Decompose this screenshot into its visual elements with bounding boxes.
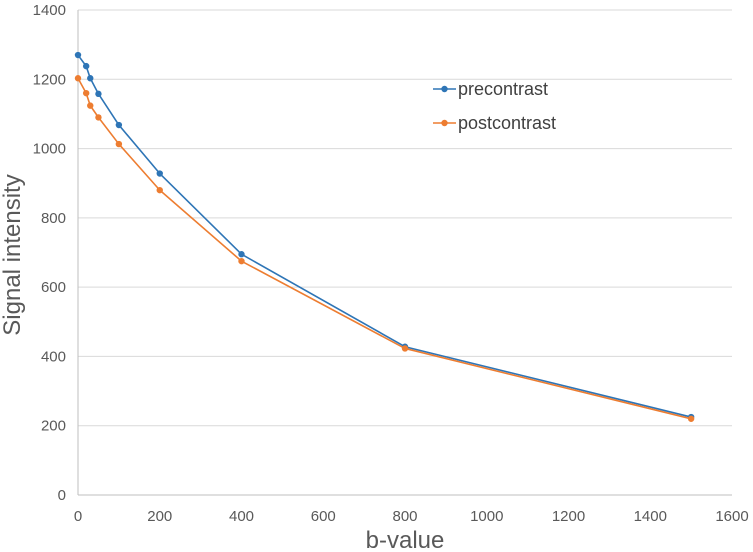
series-group [74, 51, 695, 422]
x-tick-label-0: 0 [74, 508, 82, 525]
y-axis-label: Signal intensity [0, 174, 26, 335]
data-point-precontrast-0 [74, 51, 82, 59]
axes [77, 10, 732, 496]
x-axis-label: b-value [366, 527, 445, 552]
gridlines [78, 9, 732, 427]
x-tick-label-1400: 1400 [634, 508, 667, 525]
data-point-postcontrast-100 [115, 140, 123, 148]
legend-entry-precontrast: precontrast [433, 79, 548, 99]
y-tick-label-1400: 1400 [33, 2, 66, 19]
data-point-postcontrast-30 [87, 102, 94, 109]
data-point-precontrast-30 [87, 75, 94, 82]
data-point-postcontrast-0 [74, 75, 82, 82]
data-point-precontrast-20 [82, 62, 90, 70]
x-tick-label-200: 200 [147, 508, 172, 525]
legend-entry-postcontrast: postcontrast [433, 113, 556, 133]
x-tick-label-1200: 1200 [552, 508, 585, 525]
data-point-postcontrast-800 [401, 345, 409, 352]
legend-label-postcontrast: postcontrast [458, 113, 556, 133]
x-tick-label-400: 400 [229, 508, 254, 525]
y-tick-labels: 0 200 400 600 800 1000 1200 1400 [33, 2, 66, 504]
legend-swatch-marker-precontrast [441, 85, 448, 93]
data-point-postcontrast-1500 [687, 415, 695, 422]
y-tick-label-200: 200 [41, 418, 66, 435]
data-point-postcontrast-200 [156, 186, 163, 194]
y-tick-label-600: 600 [41, 279, 66, 296]
y-tick-label-800: 800 [41, 210, 66, 227]
legend: precontrast postcontrast [433, 79, 556, 133]
legend-swatch-marker-postcontrast [441, 119, 448, 127]
data-point-postcontrast-400 [238, 257, 245, 265]
data-point-postcontrast-20 [82, 89, 90, 97]
y-tick-label-400: 400 [41, 348, 66, 365]
y-tick-label-0: 0 [58, 487, 66, 504]
x-tick-label-600: 600 [311, 508, 336, 525]
legend-label-precontrast: precontrast [458, 79, 548, 99]
x-tick-label-1000: 1000 [470, 508, 503, 525]
y-tick-label-1000: 1000 [33, 141, 66, 158]
x-tick-label-800: 800 [392, 508, 417, 525]
data-point-precontrast-100 [115, 121, 123, 129]
data-point-precontrast-50 [95, 90, 102, 98]
series-line-postcontrast [77, 77, 692, 420]
data-point-precontrast-200 [156, 170, 163, 177]
y-tick-label-1200: 1200 [33, 71, 66, 88]
data-point-postcontrast-50 [95, 114, 102, 121]
series-line-precontrast [77, 54, 692, 418]
data-point-precontrast-400 [238, 251, 245, 258]
x-tick-labels: 0 200 400 600 800 1000 1200 1400 1600 [74, 508, 749, 525]
x-tick-label-1600: 1600 [715, 508, 748, 525]
